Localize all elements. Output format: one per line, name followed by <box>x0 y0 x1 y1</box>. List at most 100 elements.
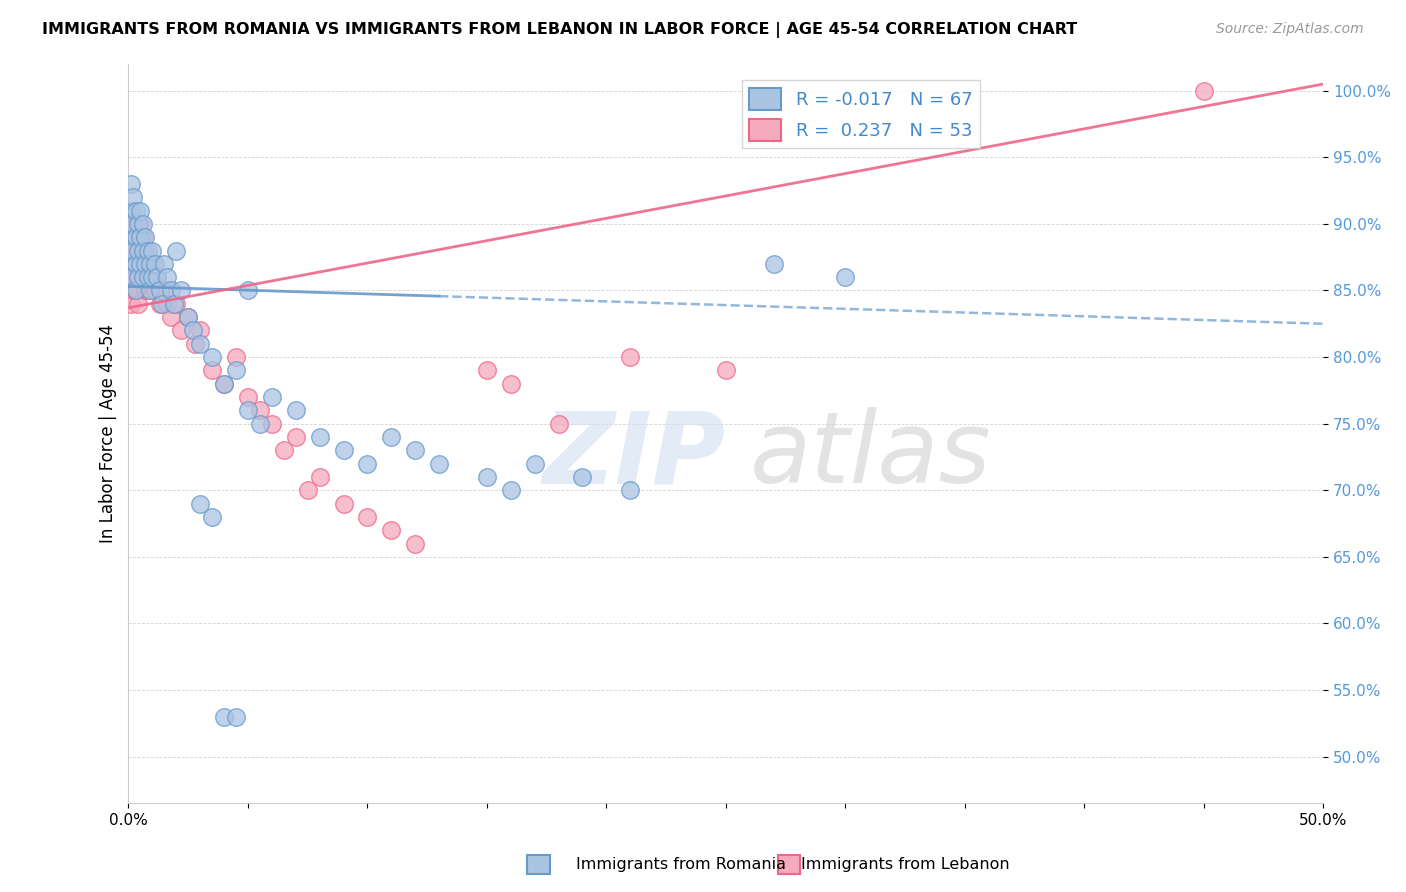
Legend: R = -0.017   N = 67, R =  0.237   N = 53: R = -0.017 N = 67, R = 0.237 N = 53 <box>741 80 980 148</box>
Point <box>181 323 204 337</box>
Point <box>124 203 146 218</box>
Point <box>134 230 156 244</box>
Text: Immigrants from Romania: Immigrants from Romania <box>576 857 786 872</box>
Point <box>188 497 211 511</box>
Point <box>475 470 498 484</box>
Point <box>308 430 330 444</box>
Point <box>163 297 186 311</box>
Point <box>212 376 235 391</box>
Point <box>120 257 142 271</box>
Point <box>127 217 149 231</box>
Point <box>834 270 856 285</box>
Point <box>141 257 163 271</box>
Point <box>170 323 193 337</box>
Point <box>273 443 295 458</box>
Point <box>284 403 307 417</box>
Point <box>356 457 378 471</box>
Point <box>475 363 498 377</box>
Point <box>136 244 159 258</box>
Point <box>141 270 163 285</box>
Point <box>129 217 152 231</box>
Point <box>136 284 159 298</box>
Point <box>619 483 641 498</box>
Point <box>236 403 259 417</box>
Point <box>127 244 149 258</box>
Point <box>499 376 522 391</box>
Point <box>124 257 146 271</box>
Point <box>122 257 145 271</box>
Point <box>427 457 450 471</box>
Point <box>122 270 145 285</box>
Point <box>139 284 162 298</box>
Point <box>160 310 183 324</box>
Text: Immigrants from Lebanon: Immigrants from Lebanon <box>801 857 1010 872</box>
Point <box>153 257 176 271</box>
Point <box>260 390 283 404</box>
Point <box>143 284 166 298</box>
Point <box>132 270 155 285</box>
Point <box>165 297 187 311</box>
Point <box>404 536 426 550</box>
Point <box>547 417 569 431</box>
Point <box>297 483 319 498</box>
Point <box>332 497 354 511</box>
Point <box>141 244 163 258</box>
Point <box>127 270 149 285</box>
Point <box>177 310 200 324</box>
Point <box>132 270 155 285</box>
Point <box>134 244 156 258</box>
Point <box>762 257 785 271</box>
Point <box>212 709 235 723</box>
Point <box>404 443 426 458</box>
Point <box>150 297 173 311</box>
Text: IMMIGRANTS FROM ROMANIA VS IMMIGRANTS FROM LEBANON IN LABOR FORCE | AGE 45-54 CO: IMMIGRANTS FROM ROMANIA VS IMMIGRANTS FR… <box>42 22 1077 38</box>
Point <box>260 417 283 431</box>
Point <box>120 297 142 311</box>
Point <box>129 203 152 218</box>
Point <box>129 257 152 271</box>
Point <box>1192 84 1215 98</box>
Point <box>122 190 145 204</box>
Point <box>225 350 247 364</box>
Point <box>120 270 142 285</box>
Point <box>148 297 170 311</box>
Point <box>127 297 149 311</box>
Point <box>139 270 162 285</box>
Point <box>188 336 211 351</box>
Point <box>122 244 145 258</box>
Point <box>134 257 156 271</box>
Point <box>212 376 235 391</box>
Point <box>120 244 142 258</box>
Point <box>184 336 207 351</box>
Point <box>619 350 641 364</box>
Point <box>188 323 211 337</box>
Point <box>201 509 224 524</box>
Point <box>143 257 166 271</box>
Point <box>124 230 146 244</box>
Point <box>156 297 179 311</box>
Point <box>129 257 152 271</box>
Point <box>170 284 193 298</box>
Point <box>160 284 183 298</box>
Point <box>122 284 145 298</box>
Point <box>129 230 152 244</box>
Point <box>356 509 378 524</box>
Point <box>714 363 737 377</box>
Point <box>380 430 402 444</box>
Point <box>124 230 146 244</box>
Point <box>122 217 145 231</box>
Point <box>127 244 149 258</box>
Point <box>153 284 176 298</box>
Text: atlas: atlas <box>749 408 991 504</box>
Point <box>136 257 159 271</box>
Point <box>124 284 146 298</box>
Point <box>146 270 169 285</box>
Point <box>249 403 271 417</box>
Point <box>156 270 179 285</box>
Point <box>201 350 224 364</box>
Point <box>120 177 142 191</box>
Point <box>571 470 593 484</box>
Point <box>136 270 159 285</box>
Point <box>225 709 247 723</box>
Text: Source: ZipAtlas.com: Source: ZipAtlas.com <box>1216 22 1364 37</box>
